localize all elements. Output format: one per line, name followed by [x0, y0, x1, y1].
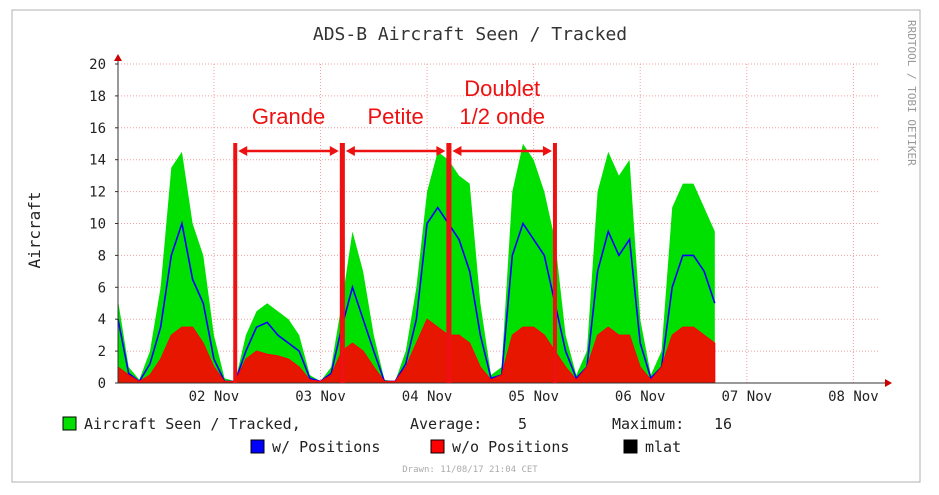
y-tick-label: 0 [98, 376, 106, 392]
average-label: Average: [410, 415, 482, 433]
annotation-label-line2: 1/2 onde [459, 104, 545, 129]
annotation-arrowhead-left [238, 146, 248, 156]
legend-swatch-mlat [623, 439, 638, 454]
series-line-with-positions [117, 206, 716, 383]
annotation-label: Grande [252, 104, 325, 129]
x-tick-label: 07 Nov [721, 389, 772, 405]
annotation-arrowhead-left [345, 146, 355, 156]
annotation-arrowhead-right [542, 146, 552, 156]
x-tick-label: 06 Nov [615, 389, 666, 405]
x-tick-label: 02 Nov [189, 389, 240, 405]
x-tick-label: 04 Nov [402, 389, 453, 405]
annotation-label: Petite [367, 104, 423, 129]
annotation-label: Doublet [464, 76, 540, 101]
annotation-arrowhead-right [436, 146, 446, 156]
legend: Aircraft Seen / Tracked, Average: 5 Maxi… [62, 415, 732, 456]
axes [114, 54, 892, 387]
plot-area [117, 143, 716, 384]
chart-title: ADS-B Aircraft Seen / Tracked [313, 24, 627, 45]
legend-label-mlat: mlat [645, 438, 681, 456]
y-tick-label: 12 [89, 185, 106, 201]
y-tick-label: 20 [89, 57, 106, 73]
y-tick-label: 2 [98, 344, 106, 360]
y-axis-arrow [114, 54, 122, 61]
y-axis-label: Aircraft [25, 191, 44, 268]
drawn-timestamp: Drawn: 11/08/17 21:04 CET [402, 465, 538, 475]
legend-swatch-with-positions [250, 439, 265, 454]
watermark-text: RRDTOOL / TOBI OETIKER [905, 20, 918, 166]
grid [118, 63, 880, 383]
x-tick-labels: 02 Nov 03 Nov 04 Nov 05 Nov 06 Nov 07 Nov 08 N… [189, 389, 879, 405]
y-tick-label: 8 [98, 248, 106, 264]
x-axis-arrow [885, 379, 892, 387]
series-area-without-positions [117, 318, 716, 384]
y-tick-label: 6 [98, 280, 106, 296]
y-tick-label: 4 [98, 312, 106, 328]
annotations: Grande Petite Doublet 1/2 onde [233, 76, 557, 383]
average-value: 5 [518, 415, 527, 433]
annotation-arrowhead-right [329, 146, 339, 156]
x-tick-label: 03 Nov [295, 389, 346, 405]
y-tick-label: 18 [89, 89, 106, 105]
annotation-arrowhead-left [452, 146, 462, 156]
x-tick-label: 08 Nov [828, 389, 879, 405]
legend-label-seen: Aircraft Seen / Tracked, [84, 415, 301, 433]
y-tick-label: 14 [89, 153, 106, 169]
legend-swatch-seen [62, 416, 77, 431]
x-tick-label: 05 Nov [508, 389, 559, 405]
legend-swatch-without-positions [430, 439, 445, 454]
maximum-value: 16 [714, 415, 732, 433]
maximum-label: Maximum: [612, 415, 684, 433]
y-tick-labels: 0 2 4 6 8 10 12 14 16 18 20 [89, 57, 118, 392]
y-tick-label: 16 [89, 121, 106, 137]
legend-label-without-positions: w/o Positions [452, 438, 569, 456]
legend-label-with-positions: w/ Positions [272, 438, 380, 456]
y-tick-label: 10 [89, 217, 106, 233]
